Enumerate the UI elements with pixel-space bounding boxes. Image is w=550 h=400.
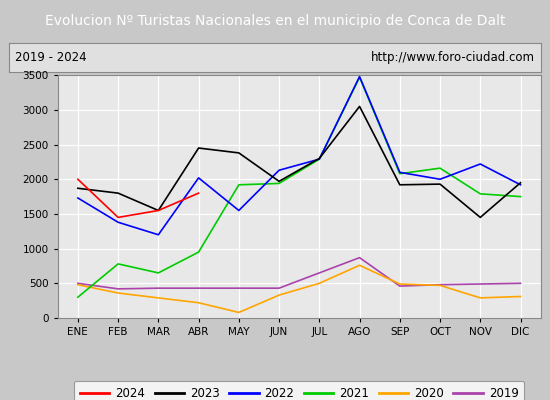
Legend: 2024, 2023, 2022, 2021, 2020, 2019: 2024, 2023, 2022, 2021, 2020, 2019	[74, 381, 525, 400]
Text: http://www.foro-ciudad.com: http://www.foro-ciudad.com	[371, 51, 535, 64]
Text: 2019 - 2024: 2019 - 2024	[15, 51, 87, 64]
Text: Evolucion Nº Turistas Nacionales en el municipio de Conca de Dalt: Evolucion Nº Turistas Nacionales en el m…	[45, 14, 505, 28]
